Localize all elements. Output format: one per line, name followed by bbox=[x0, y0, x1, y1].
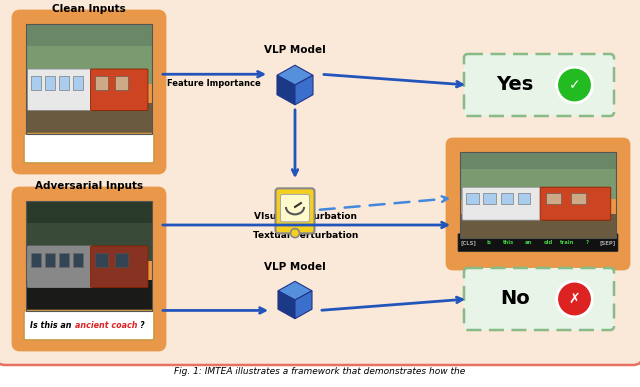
Bar bbox=[466, 193, 479, 204]
Text: Clean Inputs: Clean Inputs bbox=[52, 4, 126, 14]
Bar bbox=[460, 169, 616, 199]
Bar bbox=[26, 103, 152, 134]
Bar bbox=[72, 253, 83, 267]
Text: No: No bbox=[500, 289, 530, 308]
Bar bbox=[45, 253, 55, 267]
FancyBboxPatch shape bbox=[90, 69, 148, 110]
Bar bbox=[483, 193, 496, 204]
Bar bbox=[26, 223, 152, 261]
Text: ✓: ✓ bbox=[569, 78, 580, 92]
Polygon shape bbox=[278, 291, 295, 319]
Bar bbox=[115, 76, 128, 90]
Text: Feature Importance: Feature Importance bbox=[166, 79, 260, 88]
Bar bbox=[72, 76, 83, 90]
Text: an: an bbox=[525, 240, 532, 245]
Text: VIsual  Perturbation: VIsual Perturbation bbox=[254, 212, 357, 221]
FancyBboxPatch shape bbox=[13, 11, 165, 173]
Text: is: is bbox=[486, 240, 491, 245]
Bar bbox=[26, 46, 152, 84]
Text: ancient coach: ancient coach bbox=[76, 321, 138, 330]
Polygon shape bbox=[278, 281, 312, 300]
FancyBboxPatch shape bbox=[462, 187, 542, 220]
Text: [CLS]: [CLS] bbox=[461, 240, 477, 245]
Polygon shape bbox=[277, 65, 313, 85]
Bar bbox=[95, 76, 108, 90]
Text: ?: ? bbox=[586, 240, 589, 245]
Text: Is this an old train?: Is this an old train? bbox=[44, 144, 134, 153]
Polygon shape bbox=[277, 75, 295, 105]
Text: train: train bbox=[561, 240, 575, 245]
Bar bbox=[460, 214, 616, 238]
Text: ?: ? bbox=[139, 321, 143, 330]
Bar bbox=[115, 253, 128, 267]
Text: VLP Model: VLP Model bbox=[264, 45, 326, 55]
Bar bbox=[26, 24, 152, 134]
Bar bbox=[26, 201, 152, 310]
FancyBboxPatch shape bbox=[28, 246, 93, 288]
FancyBboxPatch shape bbox=[458, 234, 618, 252]
Text: VLP Model: VLP Model bbox=[264, 262, 326, 272]
FancyBboxPatch shape bbox=[24, 310, 154, 340]
FancyBboxPatch shape bbox=[0, 0, 640, 365]
Bar bbox=[31, 253, 41, 267]
Text: [SEP]: [SEP] bbox=[599, 240, 615, 245]
Text: Yes: Yes bbox=[496, 75, 534, 94]
Text: old: old bbox=[543, 240, 552, 245]
Bar bbox=[26, 201, 152, 261]
Bar bbox=[26, 280, 152, 310]
FancyBboxPatch shape bbox=[447, 139, 629, 269]
Text: Fig. 1: IMTEA illustrates a framework that demonstrates how the: Fig. 1: IMTEA illustrates a framework th… bbox=[174, 368, 466, 377]
FancyBboxPatch shape bbox=[13, 188, 165, 350]
Bar bbox=[500, 193, 513, 204]
Text: ✗: ✗ bbox=[569, 292, 580, 306]
Bar bbox=[460, 152, 616, 238]
Bar bbox=[31, 76, 41, 90]
Bar bbox=[45, 76, 55, 90]
FancyBboxPatch shape bbox=[28, 69, 93, 110]
FancyBboxPatch shape bbox=[464, 268, 614, 330]
FancyBboxPatch shape bbox=[464, 54, 614, 116]
Bar bbox=[460, 152, 616, 199]
Text: Adversarial Inputs: Adversarial Inputs bbox=[35, 181, 143, 191]
Bar bbox=[59, 76, 69, 90]
Text: this: this bbox=[503, 240, 514, 245]
Bar bbox=[518, 193, 530, 204]
Circle shape bbox=[291, 229, 300, 238]
FancyBboxPatch shape bbox=[280, 194, 310, 222]
FancyBboxPatch shape bbox=[24, 134, 154, 163]
Circle shape bbox=[557, 67, 593, 103]
Bar bbox=[95, 253, 108, 267]
Bar bbox=[59, 253, 69, 267]
Text: Is this an: Is this an bbox=[30, 321, 74, 330]
Bar bbox=[546, 193, 561, 204]
FancyBboxPatch shape bbox=[275, 188, 314, 233]
Bar bbox=[571, 193, 586, 204]
FancyBboxPatch shape bbox=[90, 246, 148, 288]
Text: Textual Perturbation: Textual Perturbation bbox=[253, 231, 358, 240]
FancyBboxPatch shape bbox=[540, 187, 611, 220]
Bar bbox=[26, 24, 152, 84]
Polygon shape bbox=[295, 291, 312, 319]
Polygon shape bbox=[295, 75, 313, 105]
Circle shape bbox=[557, 281, 593, 317]
